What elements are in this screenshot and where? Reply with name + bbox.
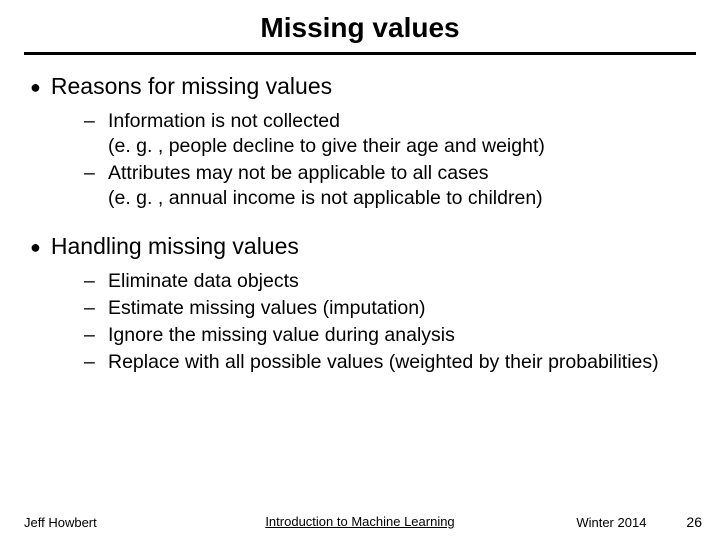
disc-bullet-icon: ● bbox=[30, 233, 41, 261]
list-item-text: Eliminate data objects bbox=[108, 269, 696, 294]
list-item: – Ignore the missing value during analys… bbox=[84, 323, 696, 348]
list-item-text: Information is not collected(e. g. , peo… bbox=[108, 109, 696, 159]
section-heading-text: Handling missing values bbox=[51, 233, 299, 260]
list-item-text: Replace with all possible values (weight… bbox=[108, 350, 696, 375]
section-items: – Information is not collected(e. g. , p… bbox=[84, 109, 696, 211]
section-heading: ● Handling missing values bbox=[30, 233, 696, 261]
disc-bullet-icon: ● bbox=[30, 73, 41, 101]
slide-footer: Jeff Howbert Introduction to Machine Lea… bbox=[0, 514, 720, 530]
section-heading-text: Reasons for missing values bbox=[51, 73, 332, 100]
dash-bullet-icon: – bbox=[84, 296, 98, 321]
list-item: – Attributes may not be applicable to al… bbox=[84, 161, 696, 211]
dash-bullet-icon: – bbox=[84, 350, 98, 375]
dash-bullet-icon: – bbox=[84, 323, 98, 348]
title-rule bbox=[24, 52, 696, 55]
section-heading: ● Reasons for missing values bbox=[30, 73, 696, 101]
slide: Missing values ● Reasons for missing val… bbox=[0, 0, 720, 540]
dash-bullet-icon: – bbox=[84, 109, 98, 134]
list-item: – Estimate missing values (imputation) bbox=[84, 296, 696, 321]
footer-term: Winter 2014 bbox=[576, 515, 646, 530]
slide-content: ● Reasons for missing values – Informati… bbox=[24, 73, 696, 375]
section-items: – Eliminate data objects – Estimate miss… bbox=[84, 269, 696, 375]
list-item-text: Ignore the missing value during analysis bbox=[108, 323, 696, 348]
dash-bullet-icon: – bbox=[84, 161, 98, 186]
footer-course: Introduction to Machine Learning bbox=[265, 514, 454, 529]
list-item-text: Estimate missing values (imputation) bbox=[108, 296, 696, 321]
slide-title: Missing values bbox=[24, 12, 696, 44]
footer-page-number: 26 bbox=[686, 514, 702, 530]
list-item: – Replace with all possible values (weig… bbox=[84, 350, 696, 375]
list-item: – Information is not collected(e. g. , p… bbox=[84, 109, 696, 159]
list-item: – Eliminate data objects bbox=[84, 269, 696, 294]
dash-bullet-icon: – bbox=[84, 269, 98, 294]
footer-author: Jeff Howbert bbox=[24, 515, 97, 530]
list-item-text: Attributes may not be applicable to all … bbox=[108, 161, 696, 211]
